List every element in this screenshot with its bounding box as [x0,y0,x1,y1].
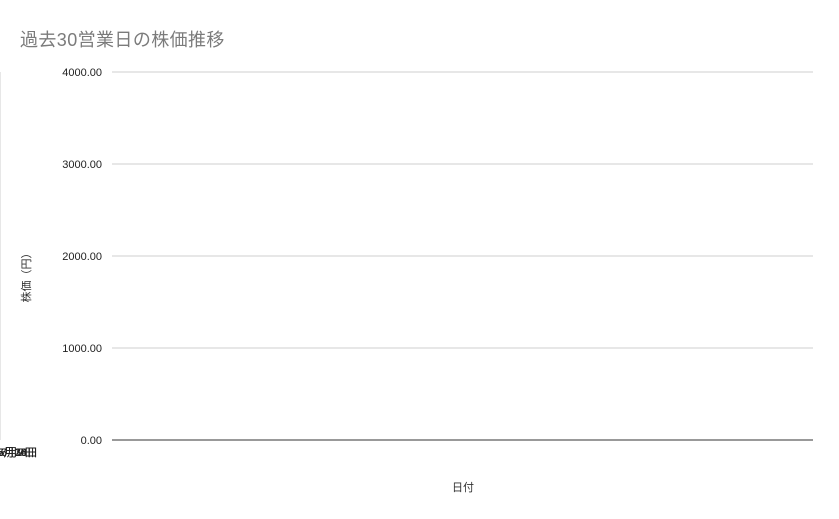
y-axis-tick-label: 1000.00 [62,343,102,355]
x-axis-tick-label: 2024年6月16日 [0,445,38,459]
x-axis-tick-label: 2024年6月9日 [0,445,35,459]
y-axis-tick-labels: 0.00 1000.00 2000.00 3000.00 4000.00 [62,67,102,447]
horizontal-gridlines [112,71,813,349]
chart-title: 過去30営業日の株価推移 [20,30,225,50]
x-axis-title: 日付 [452,481,474,494]
y-axis-tick-label: 4000.00 [62,67,102,79]
y-axis-tick-label: 3000.00 [62,159,102,171]
x-axis-tick-label: 2024年7月7日 [0,445,35,459]
y-axis-tick-label: 0.00 [81,435,102,447]
x-axis-tick-label: 2024年6月23日 [0,445,38,459]
x-axis-tick-label: 2024年7月14日 [0,445,38,459]
x-axis-tick-labels: 2024年6月9日2024年6月16日2024年6月23日2024年6月30日2… [0,445,38,459]
x-axis-tick-label: 2024年6月30日 [0,445,38,459]
y-axis-title: 株価（円） [19,248,33,303]
y-axis-tick-label: 2000.00 [62,251,102,263]
